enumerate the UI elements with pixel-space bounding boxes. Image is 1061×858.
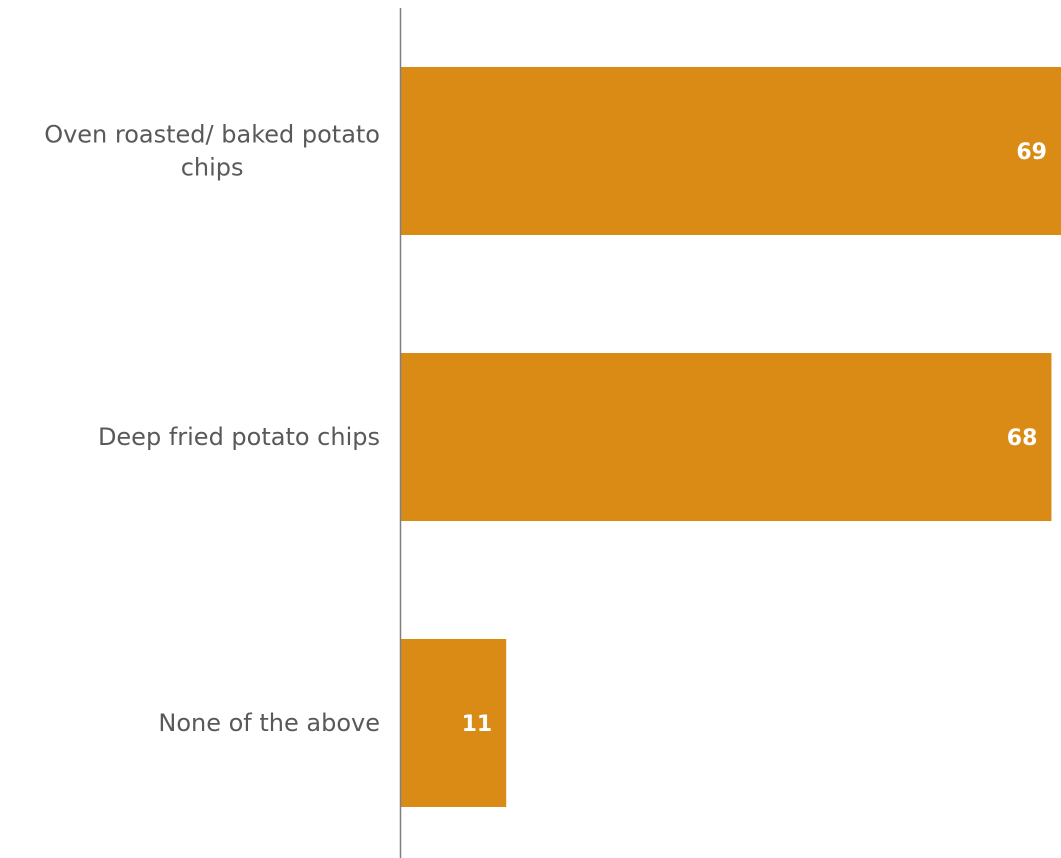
bar — [401, 639, 507, 807]
category-label: Deep fried potato chips — [98, 423, 380, 451]
bar-value-label: 68 — [1007, 426, 1038, 451]
category-label: Oven roasted/ baked potato chips — [44, 121, 380, 182]
category-label: None of the above — [158, 709, 380, 737]
bar — [401, 353, 1052, 521]
bar — [401, 67, 1061, 235]
category-label-line: Deep fried potato chips — [98, 423, 380, 451]
category-label-line: None of the above — [158, 709, 380, 737]
bar-value-label: 69 — [1016, 140, 1047, 165]
bars-layer — [401, 67, 1061, 807]
labels-layer: 69 Oven roasted/ baked potato chips 68 Deep … — [44, 121, 1047, 738]
category-label-line: chips — [181, 154, 244, 182]
bar-value-label: 11 — [462, 712, 493, 737]
category-label-line: Oven roasted/ baked potato — [44, 121, 380, 149]
